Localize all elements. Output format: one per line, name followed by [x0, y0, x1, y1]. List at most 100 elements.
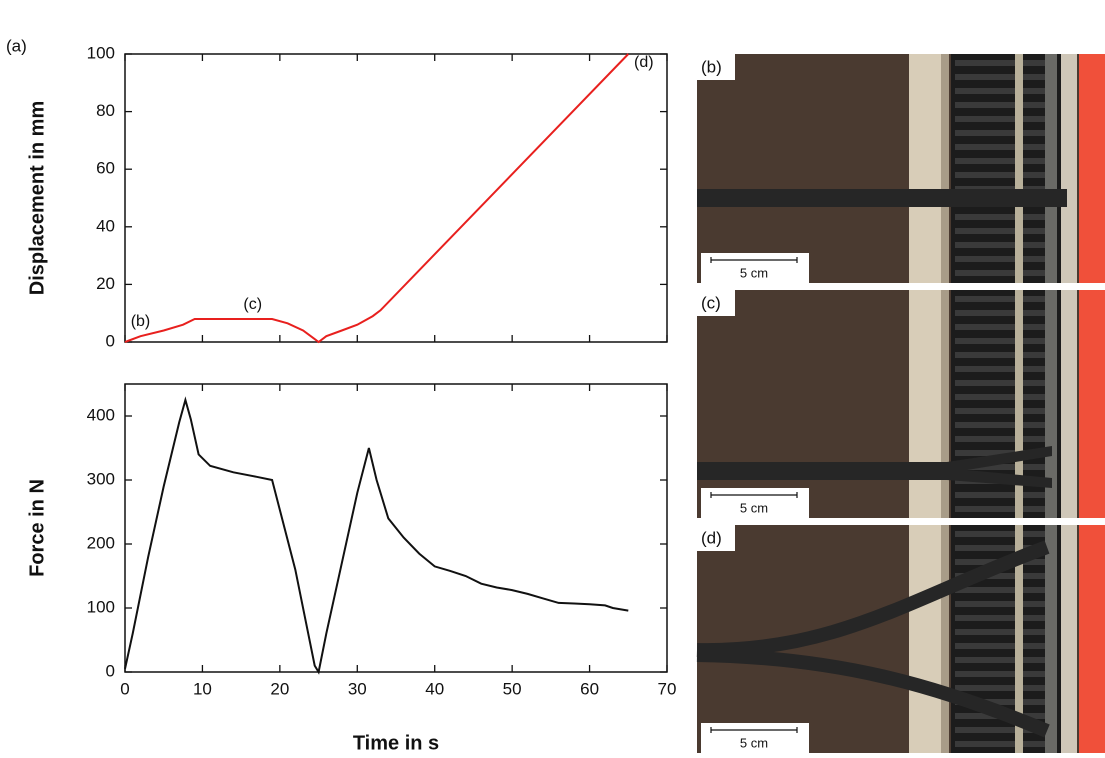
red-edge — [1079, 290, 1105, 518]
x-axis-label: Time in s — [353, 732, 439, 753]
x-tick-label: 40 — [425, 679, 444, 698]
panel-label: (a) — [6, 36, 27, 55]
grille-slat — [955, 144, 1045, 150]
annotation: (b) — [131, 313, 151, 330]
data-line — [124, 396, 629, 675]
y-tick-label: 80 — [96, 101, 115, 120]
grille-slat — [955, 394, 1045, 400]
grille-slat — [955, 296, 1045, 302]
y-tick-label: 60 — [96, 159, 115, 178]
frame-post-shadow — [941, 54, 949, 283]
plot-frame — [124, 383, 668, 673]
grille-slat — [955, 657, 1045, 663]
photo-label: (d) — [701, 528, 722, 547]
grille-slat — [955, 270, 1045, 276]
annotation: (c) — [243, 296, 262, 313]
rod — [1015, 290, 1023, 518]
photo: (d) 5 cm — [696, 525, 1105, 753]
x-tick-label: 60 — [580, 679, 599, 698]
grille-slat — [955, 310, 1045, 316]
grille-slat — [955, 573, 1045, 579]
grille-slat — [955, 130, 1045, 136]
y-tick-label: 100 — [87, 43, 115, 62]
grille-slat — [955, 116, 1045, 122]
grille-slat — [955, 741, 1045, 747]
grille-slat — [955, 531, 1045, 537]
scale-label: 5 cm — [740, 265, 768, 280]
y-tick-label: 20 — [96, 274, 115, 293]
grille-slat — [955, 671, 1045, 677]
grille-slat — [955, 450, 1045, 456]
photo-label: (b) — [701, 57, 722, 76]
scale-label: 5 cm — [740, 500, 768, 515]
grille-slat — [955, 587, 1045, 593]
label-box — [697, 54, 735, 80]
grille-slat — [955, 366, 1045, 372]
grille-slat — [955, 408, 1045, 414]
grille-slat — [955, 629, 1045, 635]
grille-slat — [955, 102, 1045, 108]
grille-slat — [955, 699, 1045, 705]
specimen — [697, 446, 1052, 488]
plot-frame — [124, 53, 668, 343]
grille-slat — [955, 436, 1045, 442]
frame-post-shadow — [941, 290, 949, 518]
grille-slat — [955, 228, 1045, 234]
scale-box — [701, 488, 809, 518]
x-tick-label: 50 — [503, 679, 522, 698]
grille-slat — [955, 324, 1045, 330]
scale-bar — [710, 727, 798, 733]
rail — [1061, 290, 1077, 518]
grille-slat — [955, 60, 1045, 66]
photo-label: (c) — [701, 293, 721, 312]
grille-slat — [955, 492, 1045, 498]
photo: (b) 5 cm — [697, 54, 1105, 283]
y-tick-label: 300 — [87, 469, 115, 488]
grille-slat — [955, 88, 1045, 94]
scale-box — [701, 723, 809, 753]
red-edge — [1079, 525, 1105, 753]
data-line — [124, 53, 630, 344]
grille-slat — [955, 214, 1045, 220]
grille-slat — [955, 601, 1045, 607]
x-tick-label: 20 — [270, 679, 289, 698]
frame-post — [909, 525, 947, 753]
scale-box — [701, 253, 809, 283]
photo: (c) 5 cm — [697, 290, 1105, 518]
x-tick-label: 10 — [193, 679, 212, 698]
red-edge — [1079, 54, 1105, 283]
x-tick-label: 0 — [120, 679, 129, 698]
y-tick-label: 0 — [106, 331, 115, 350]
grille-slat — [955, 74, 1045, 80]
rod — [1015, 525, 1023, 753]
y-axis-label: Displacement in mm — [26, 101, 48, 296]
grille-slat — [955, 172, 1045, 178]
rack — [1045, 54, 1057, 283]
frame-post — [909, 54, 947, 283]
label-box — [697, 290, 735, 316]
annotation: (d) — [634, 54, 654, 71]
y-tick-label: 200 — [87, 533, 115, 552]
grille-slat — [955, 643, 1045, 649]
grille-slat — [955, 352, 1045, 358]
specimen — [697, 189, 1067, 207]
grille-slat — [955, 615, 1045, 621]
rod — [1015, 54, 1023, 283]
grille-slat — [955, 464, 1045, 470]
y-tick-label: 40 — [96, 216, 115, 235]
y-tick-label: 400 — [87, 405, 115, 424]
rail — [1061, 525, 1077, 753]
y-axis-label: Force in N — [26, 479, 48, 577]
specimen-arm — [696, 648, 1050, 738]
rack — [1045, 290, 1057, 518]
y-tick-label: 100 — [87, 597, 115, 616]
grille-slat — [955, 727, 1045, 733]
grille-slat — [955, 256, 1045, 262]
grille-slat — [955, 338, 1045, 344]
grille-slat — [955, 380, 1045, 386]
grille-slat — [955, 685, 1045, 691]
scale-bar — [710, 492, 798, 498]
label-box — [697, 525, 735, 551]
specimen-arm — [696, 540, 1050, 658]
